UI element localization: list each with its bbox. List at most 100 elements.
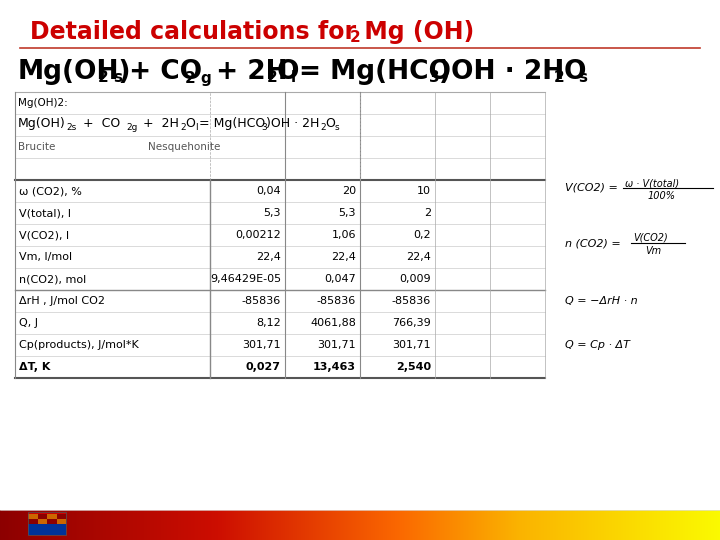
Bar bbox=[250, 510, 251, 540]
Bar bbox=[551, 510, 552, 540]
Bar bbox=[113, 510, 114, 540]
Bar bbox=[54, 510, 55, 540]
Bar bbox=[635, 510, 636, 540]
Bar bbox=[354, 510, 355, 540]
Bar bbox=[622, 510, 623, 540]
Bar bbox=[714, 510, 715, 540]
Bar bbox=[265, 510, 266, 540]
Bar bbox=[266, 510, 267, 540]
Bar bbox=[48, 510, 49, 540]
Bar bbox=[28, 512, 66, 535]
Bar bbox=[319, 510, 320, 540]
Bar bbox=[15, 92, 545, 378]
Bar bbox=[446, 510, 447, 540]
Bar bbox=[581, 510, 582, 540]
Bar bbox=[268, 510, 269, 540]
Bar bbox=[326, 510, 327, 540]
Bar bbox=[668, 510, 669, 540]
Bar bbox=[28, 514, 37, 519]
Bar bbox=[554, 510, 555, 540]
Bar bbox=[697, 510, 698, 540]
Bar bbox=[464, 510, 465, 540]
Bar bbox=[701, 510, 702, 540]
Bar bbox=[192, 510, 193, 540]
Bar bbox=[390, 510, 391, 540]
Bar bbox=[127, 510, 128, 540]
Bar bbox=[562, 510, 563, 540]
Bar bbox=[495, 510, 496, 540]
Bar bbox=[441, 510, 442, 540]
Bar bbox=[617, 510, 618, 540]
Bar bbox=[202, 510, 203, 540]
Bar bbox=[31, 510, 32, 540]
Bar bbox=[371, 510, 372, 540]
Bar bbox=[486, 510, 487, 540]
Bar bbox=[620, 510, 621, 540]
Bar bbox=[374, 510, 375, 540]
Bar bbox=[80, 510, 81, 540]
Bar bbox=[380, 510, 381, 540]
Bar bbox=[313, 510, 314, 540]
Bar bbox=[50, 510, 51, 540]
Bar bbox=[107, 510, 108, 540]
Bar bbox=[232, 510, 233, 540]
Bar bbox=[22, 510, 23, 540]
Bar bbox=[71, 510, 72, 540]
Bar bbox=[165, 510, 166, 540]
Bar bbox=[93, 510, 94, 540]
Bar bbox=[534, 510, 535, 540]
Bar bbox=[259, 510, 260, 540]
Bar bbox=[469, 510, 470, 540]
Text: = Mg(HCO: = Mg(HCO bbox=[199, 117, 265, 130]
Bar bbox=[121, 510, 122, 540]
Bar bbox=[45, 510, 46, 540]
Bar bbox=[315, 510, 316, 540]
Bar bbox=[370, 510, 371, 540]
Bar bbox=[518, 510, 519, 540]
Bar bbox=[223, 510, 224, 540]
Bar bbox=[470, 510, 471, 540]
Bar bbox=[47, 510, 48, 540]
Bar bbox=[156, 510, 157, 540]
Bar bbox=[15, 510, 16, 540]
Bar bbox=[82, 510, 83, 540]
Bar bbox=[553, 510, 554, 540]
Bar bbox=[295, 510, 296, 540]
Bar bbox=[190, 510, 191, 540]
Text: Q = −ΔrH · n: Q = −ΔrH · n bbox=[565, 296, 638, 306]
Text: 3: 3 bbox=[261, 123, 266, 132]
Bar bbox=[252, 510, 253, 540]
Bar bbox=[422, 510, 423, 540]
Bar bbox=[169, 510, 170, 540]
Bar bbox=[499, 510, 500, 540]
Bar bbox=[648, 510, 649, 540]
Bar bbox=[253, 510, 254, 540]
Bar bbox=[89, 510, 90, 540]
Bar bbox=[455, 510, 456, 540]
Bar bbox=[457, 510, 458, 540]
Bar bbox=[0, 510, 1, 540]
Bar bbox=[564, 510, 565, 540]
Bar bbox=[463, 510, 464, 540]
Text: ΔT, K: ΔT, K bbox=[19, 362, 50, 372]
Bar bbox=[407, 510, 408, 540]
Bar bbox=[19, 510, 20, 540]
Bar bbox=[146, 510, 147, 540]
Bar bbox=[532, 510, 533, 540]
Bar bbox=[111, 510, 112, 540]
Bar bbox=[546, 510, 547, 540]
Bar bbox=[586, 510, 587, 540]
Bar bbox=[466, 510, 467, 540]
Bar bbox=[574, 510, 575, 540]
Bar bbox=[705, 510, 706, 540]
Bar bbox=[309, 510, 310, 540]
Bar bbox=[700, 510, 701, 540]
Bar bbox=[542, 510, 543, 540]
Bar bbox=[49, 510, 50, 540]
Bar bbox=[312, 510, 313, 540]
Bar bbox=[307, 510, 308, 540]
Bar bbox=[128, 510, 129, 540]
Text: l: l bbox=[291, 71, 296, 85]
Bar bbox=[345, 510, 346, 540]
Bar bbox=[418, 510, 419, 540]
